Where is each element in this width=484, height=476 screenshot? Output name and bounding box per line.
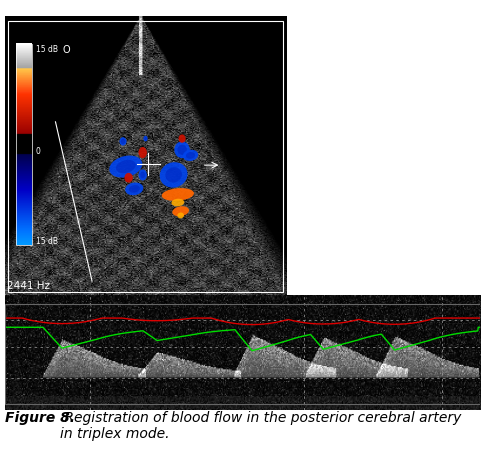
Text: D: D <box>293 65 302 79</box>
Bar <box>16 45 31 245</box>
Text: 15 dB: 15 dB <box>36 236 58 245</box>
Ellipse shape <box>178 135 185 143</box>
Text: TAM: TAM <box>293 166 318 180</box>
Ellipse shape <box>138 170 147 181</box>
Text: RI: RI <box>293 199 310 213</box>
Ellipse shape <box>140 172 145 179</box>
Text: 2.22: 2.22 <box>386 99 420 113</box>
Text: 44.47 cm/s: 44.47 cm/s <box>386 132 470 146</box>
Text: PI: PI <box>293 233 310 247</box>
Text: Registration of blood flow in the posterior cerebral artery
in triplex mode.: Registration of blood flow in the poster… <box>60 410 460 440</box>
Ellipse shape <box>124 173 133 183</box>
Text: TAP: TAP <box>293 132 318 146</box>
Ellipse shape <box>116 160 136 174</box>
Text: 0.55: 0.55 <box>386 199 420 213</box>
Ellipse shape <box>161 188 194 201</box>
Text: S/D: S/D <box>293 99 318 113</box>
Ellipse shape <box>171 199 184 207</box>
Text: 29.12 cm/s: 29.12 cm/s <box>386 166 470 180</box>
Text: 15 dB: 15 dB <box>36 45 58 53</box>
Ellipse shape <box>177 146 186 156</box>
Ellipse shape <box>172 207 189 217</box>
Ellipse shape <box>177 213 183 219</box>
Ellipse shape <box>159 163 187 188</box>
Text: 0: 0 <box>36 147 41 155</box>
Text: O: O <box>63 45 70 55</box>
Ellipse shape <box>143 137 147 142</box>
Ellipse shape <box>144 138 147 141</box>
Text: 0.83: 0.83 <box>386 233 420 247</box>
Ellipse shape <box>165 168 182 183</box>
Ellipse shape <box>121 139 125 145</box>
Ellipse shape <box>174 142 189 159</box>
Text: 2441 Hz: 2441 Hz <box>7 281 50 291</box>
Text: 66.80 cm/s: 66.80 cm/s <box>386 32 470 46</box>
Ellipse shape <box>109 156 142 178</box>
Ellipse shape <box>138 148 147 159</box>
Ellipse shape <box>119 138 126 146</box>
Ellipse shape <box>129 186 139 193</box>
Ellipse shape <box>125 183 143 196</box>
Text: 30.06 cm/s: 30.06 cm/s <box>386 65 470 79</box>
Bar <box>5 305 479 405</box>
Ellipse shape <box>182 150 198 162</box>
Ellipse shape <box>185 153 195 159</box>
Text: Figure 8.: Figure 8. <box>5 410 75 424</box>
Text: S: S <box>293 32 302 46</box>
